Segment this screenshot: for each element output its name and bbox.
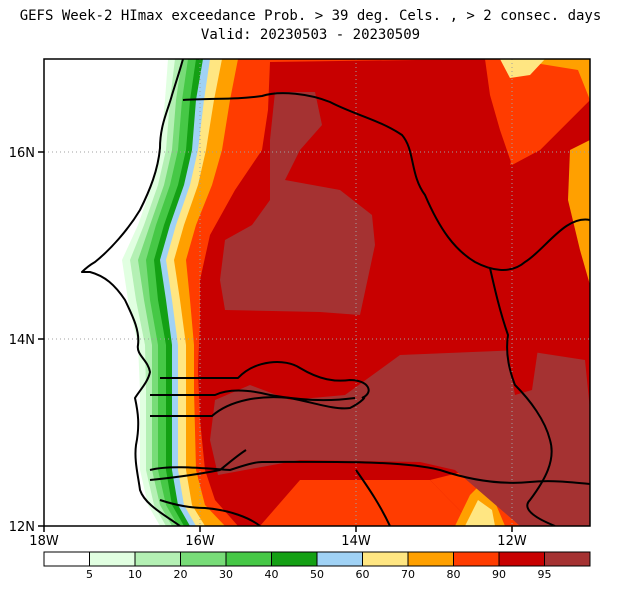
patch-70-northeast — [500, 59, 545, 78]
patch-70-south — [465, 500, 495, 526]
axis-ticks — [38, 151, 513, 532]
senegal-river-border — [182, 92, 590, 271]
map-title: GEFS Week-2 HImax exceedance Prob. > 39 … — [19, 8, 602, 24]
x-axis-labels: 18W 16W 14W 12W — [29, 534, 527, 549]
patch-above-95-north — [220, 92, 375, 315]
gambia-river — [150, 389, 356, 402]
colorbar-swatch — [89, 551, 136, 567]
colorbar-swatch — [134, 551, 181, 567]
y-tick-label: 16N — [9, 146, 35, 161]
y-tick-label: 12N — [9, 520, 35, 535]
colorbar-swatch — [498, 551, 545, 567]
colorbar-swatch — [43, 551, 90, 567]
colorbar-label: 40 — [265, 568, 279, 581]
colorbar-label: 80 — [447, 568, 461, 581]
y-axis-labels: 16N 14N 12N — [9, 146, 35, 535]
boundaries — [81, 59, 590, 526]
patch-95-notch — [505, 310, 540, 395]
colorbar-swatch — [271, 551, 318, 567]
x-tick-label: 16W — [185, 534, 215, 549]
colorbar-swatch — [362, 551, 409, 567]
gambia-south-border — [150, 396, 366, 417]
gridlines — [44, 59, 590, 526]
colorbar-swatch — [544, 551, 591, 567]
x-tick-label: 18W — [29, 534, 59, 549]
gambia-north-border — [160, 361, 370, 399]
colorbar-swatch — [316, 551, 363, 567]
colorbar-label: 10 — [128, 568, 142, 581]
x-tick-label: 14W — [341, 534, 371, 549]
colorbar-label: 50 — [310, 568, 324, 581]
probability-field — [44, 59, 590, 526]
colorbar-label: 20 — [174, 568, 188, 581]
colorbar-label: 90 — [492, 568, 506, 581]
colorbar-label: 70 — [401, 568, 415, 581]
colorbar-swatch — [453, 551, 500, 567]
coastline — [81, 59, 184, 526]
patch-90-northeast — [485, 59, 590, 165]
colorbar: 5 10 20 30 40 50 60 70 80 90 95 — [43, 551, 591, 581]
plot-frame — [43, 58, 591, 527]
colorbar-swatch — [407, 551, 454, 567]
river-inland — [355, 469, 391, 526]
southern-border — [159, 499, 261, 526]
x-tick-label: 12W — [497, 534, 527, 549]
casamance-border — [149, 460, 590, 485]
patch-80-east — [568, 140, 590, 285]
patch-80-northeast — [510, 59, 590, 100]
valid-date-subtitle: Valid: 20230503 - 20230509 — [200, 27, 421, 43]
colorbar-swatch — [180, 551, 227, 567]
casamance-river — [149, 449, 247, 481]
colorbar-label: 60 — [356, 568, 370, 581]
colorbar-label: 30 — [219, 568, 233, 581]
colorbar-label: 5 — [86, 568, 93, 581]
eastern-border — [489, 267, 556, 526]
colorbar-swatch — [225, 551, 272, 567]
y-tick-label: 14N — [9, 333, 35, 348]
colorbar-label: 95 — [538, 568, 552, 581]
